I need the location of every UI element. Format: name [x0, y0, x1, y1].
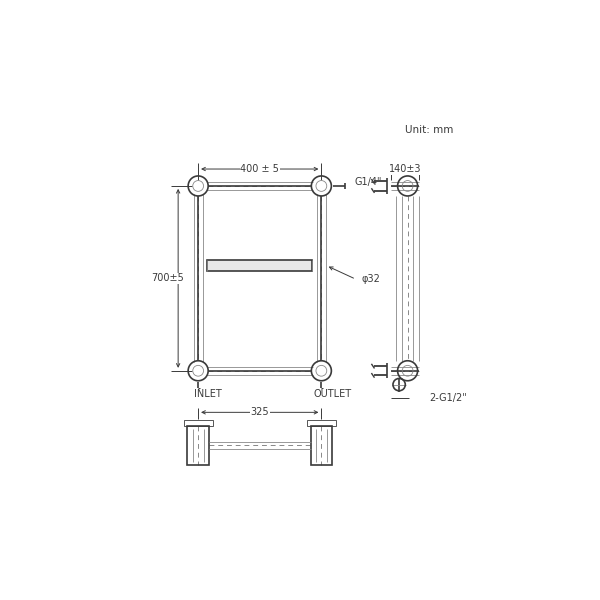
- Bar: [208, 260, 312, 271]
- Text: INLET: INLET: [194, 389, 221, 399]
- Text: G1/4": G1/4": [355, 177, 382, 187]
- Bar: [307, 420, 336, 426]
- Text: 700±5: 700±5: [151, 274, 184, 283]
- Bar: [184, 420, 213, 426]
- Text: 400 ± 5: 400 ± 5: [241, 164, 279, 174]
- Text: 325: 325: [250, 407, 269, 418]
- Text: Unit: mm: Unit: mm: [406, 125, 454, 135]
- Text: 140±3: 140±3: [389, 164, 421, 174]
- Bar: [311, 426, 332, 464]
- Text: OUTLET: OUTLET: [313, 389, 351, 399]
- Text: 2-G1/2": 2-G1/2": [429, 393, 467, 403]
- Bar: [187, 426, 209, 464]
- Text: φ32: φ32: [361, 274, 380, 284]
